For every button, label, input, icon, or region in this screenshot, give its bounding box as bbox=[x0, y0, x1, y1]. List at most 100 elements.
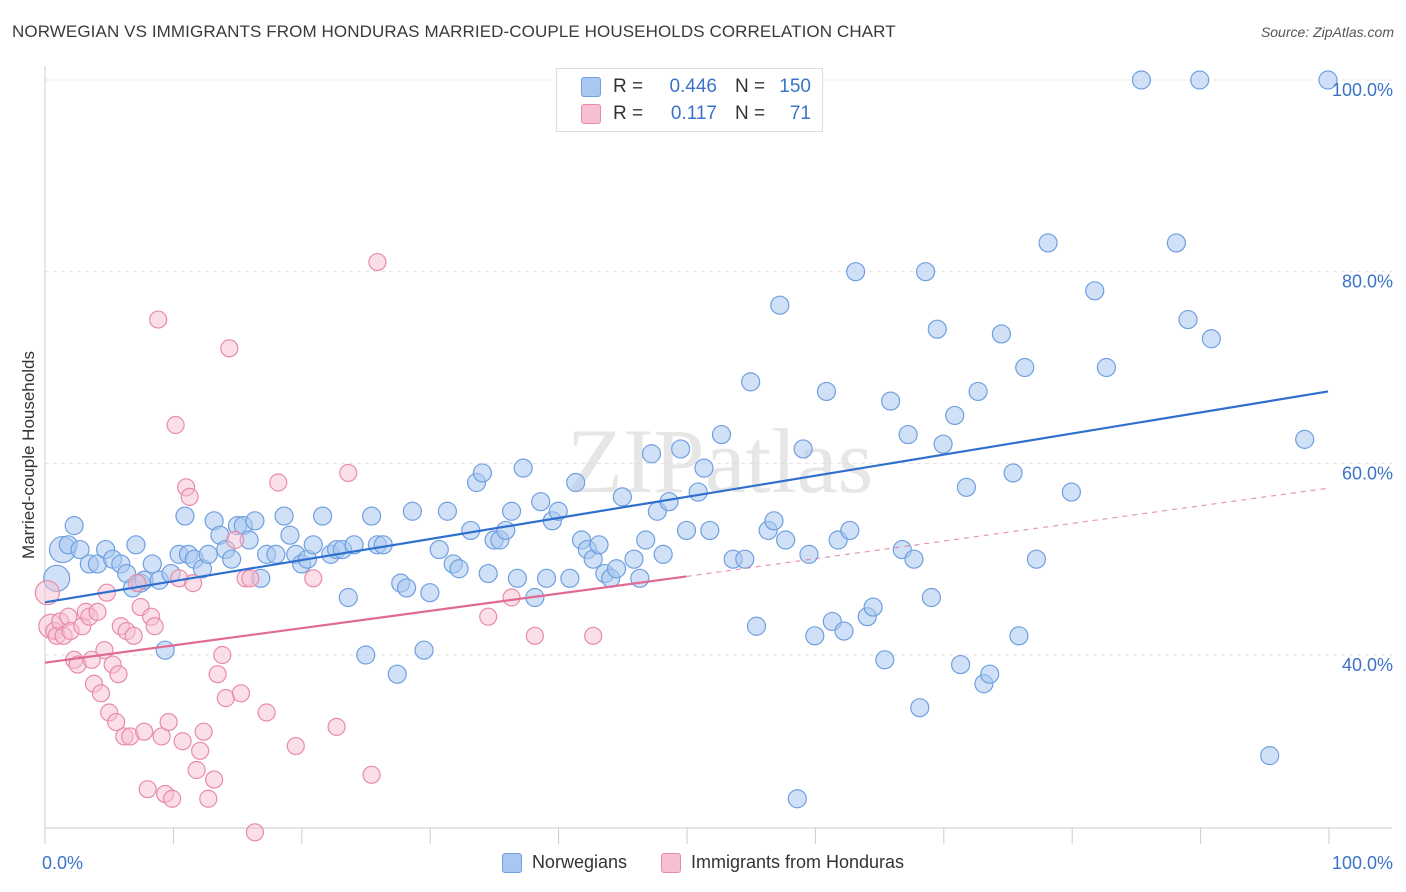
norwegian-point bbox=[396, 578, 417, 598]
honduras-point bbox=[269, 473, 288, 492]
legend-r-label: R = bbox=[613, 76, 644, 97]
honduras-point bbox=[502, 588, 521, 607]
honduras-point bbox=[208, 665, 227, 684]
honduras-point bbox=[205, 770, 224, 789]
honduras-point bbox=[199, 789, 218, 808]
honduras-point bbox=[226, 530, 245, 550]
honduras-point bbox=[124, 626, 143, 645]
norwegian-point bbox=[280, 525, 300, 545]
norwegian-point bbox=[303, 535, 323, 555]
norwegian-point bbox=[429, 539, 449, 560]
norwegian-point bbox=[1085, 281, 1105, 301]
norwegian-point bbox=[746, 616, 767, 636]
norwegian-point bbox=[198, 544, 218, 564]
grid-lines bbox=[45, 79, 1392, 656]
norwegian-point bbox=[910, 698, 930, 718]
series-legend-honduras: Immigrants from Honduras bbox=[660, 852, 905, 873]
norwegian-point bbox=[589, 535, 609, 555]
y-tick-label: 80.0% bbox=[1342, 272, 1393, 292]
honduras-point bbox=[152, 727, 171, 746]
honduras-point bbox=[286, 736, 305, 756]
honduras-point bbox=[34, 580, 60, 606]
norwegian-point bbox=[904, 549, 924, 569]
norwegian-point bbox=[356, 645, 376, 665]
norwegian-point bbox=[793, 439, 813, 459]
norwegian-point bbox=[420, 583, 440, 603]
norwegian-point bbox=[916, 262, 936, 282]
legend-r-value: 0.446 bbox=[669, 76, 717, 97]
series-label-honduras: Immigrants from Honduras bbox=[690, 852, 905, 872]
series-legend: Norwegians Immigrants from Honduras bbox=[0, 852, 1406, 873]
honduras-point bbox=[525, 626, 544, 645]
honduras-point bbox=[138, 780, 157, 799]
norwegian-point bbox=[898, 424, 918, 445]
norwegian-point bbox=[927, 319, 947, 339]
norwegian-point bbox=[1026, 549, 1047, 569]
norwegian-point bbox=[142, 554, 162, 574]
x-tick-label: 100.0% bbox=[1332, 853, 1393, 873]
norwegian-point bbox=[700, 520, 720, 541]
series-label-norwegians: Norwegians bbox=[531, 852, 627, 872]
norwegian-point bbox=[414, 640, 434, 660]
norwegian-point bbox=[1190, 70, 1210, 90]
honduras-point bbox=[241, 569, 260, 588]
norwegian-point bbox=[834, 621, 854, 641]
norwegian-point bbox=[846, 262, 866, 282]
norwegian-point bbox=[1201, 329, 1221, 349]
norwegian-point bbox=[863, 597, 883, 617]
norwegian-point bbox=[741, 372, 761, 392]
norwegian-point bbox=[1318, 70, 1338, 90]
legend-row-norwegians: R = 0.446 N = 150 bbox=[581, 74, 811, 100]
honduras-point bbox=[327, 717, 346, 736]
norwegian-point bbox=[566, 472, 586, 493]
legend-r-value: 0.117 bbox=[670, 103, 717, 124]
legend-row-honduras: R = 0.117 N = 71 bbox=[581, 101, 811, 127]
honduras-point bbox=[187, 760, 206, 780]
norwegian-point bbox=[501, 501, 522, 521]
honduras-point bbox=[149, 310, 168, 329]
norwegian-point bbox=[764, 511, 784, 531]
honduras-point bbox=[213, 645, 232, 665]
norwegian-point bbox=[945, 405, 965, 426]
norwegian-point bbox=[991, 324, 1012, 344]
norwegian-point bbox=[933, 434, 953, 454]
norwegian-point bbox=[776, 530, 796, 550]
y-axis-label: Married-couple Households bbox=[19, 351, 38, 559]
norwegian-point bbox=[274, 506, 294, 526]
honduras-point bbox=[191, 741, 210, 760]
honduras-point bbox=[88, 602, 107, 621]
source-label: Source: ZipAtlas.com bbox=[1260, 24, 1394, 40]
y-tick-label: 60.0% bbox=[1342, 463, 1393, 483]
norwegian-point bbox=[560, 568, 580, 588]
norwegian-point bbox=[1096, 357, 1116, 378]
norwegian-point bbox=[1166, 233, 1186, 253]
series-legend-norwegians: Norwegians bbox=[501, 852, 627, 873]
norwegian-point bbox=[1015, 357, 1035, 378]
norwegian-point bbox=[624, 549, 644, 569]
norwegian-point bbox=[175, 506, 195, 526]
norwegian-point bbox=[387, 664, 407, 684]
norwegian-point bbox=[312, 506, 333, 526]
axes bbox=[44, 66, 1392, 844]
norwegian-point bbox=[711, 424, 732, 445]
norwegian-point bbox=[1178, 309, 1198, 330]
norwegian-point bbox=[950, 654, 971, 675]
series-swatch-blue bbox=[501, 852, 522, 873]
honduras-point bbox=[145, 617, 164, 636]
honduras-trend-extension bbox=[686, 487, 1329, 578]
y-tick-label: 40.0% bbox=[1342, 655, 1393, 675]
trend-lines bbox=[44, 390, 1329, 664]
norwegian-point bbox=[641, 444, 662, 464]
honduras-point bbox=[257, 703, 276, 722]
honduras-point bbox=[368, 252, 387, 272]
honduras-point bbox=[91, 684, 111, 703]
norwegian-point bbox=[921, 587, 942, 608]
honduras-point bbox=[339, 463, 358, 483]
norwegian-point bbox=[735, 549, 755, 569]
norwegian-point bbox=[694, 458, 714, 478]
honduras-point bbox=[163, 789, 182, 808]
honduras-point bbox=[245, 823, 265, 842]
legend-swatch-blue bbox=[581, 77, 601, 97]
norwegian-point bbox=[222, 549, 242, 569]
norwegians-points bbox=[43, 70, 1338, 809]
